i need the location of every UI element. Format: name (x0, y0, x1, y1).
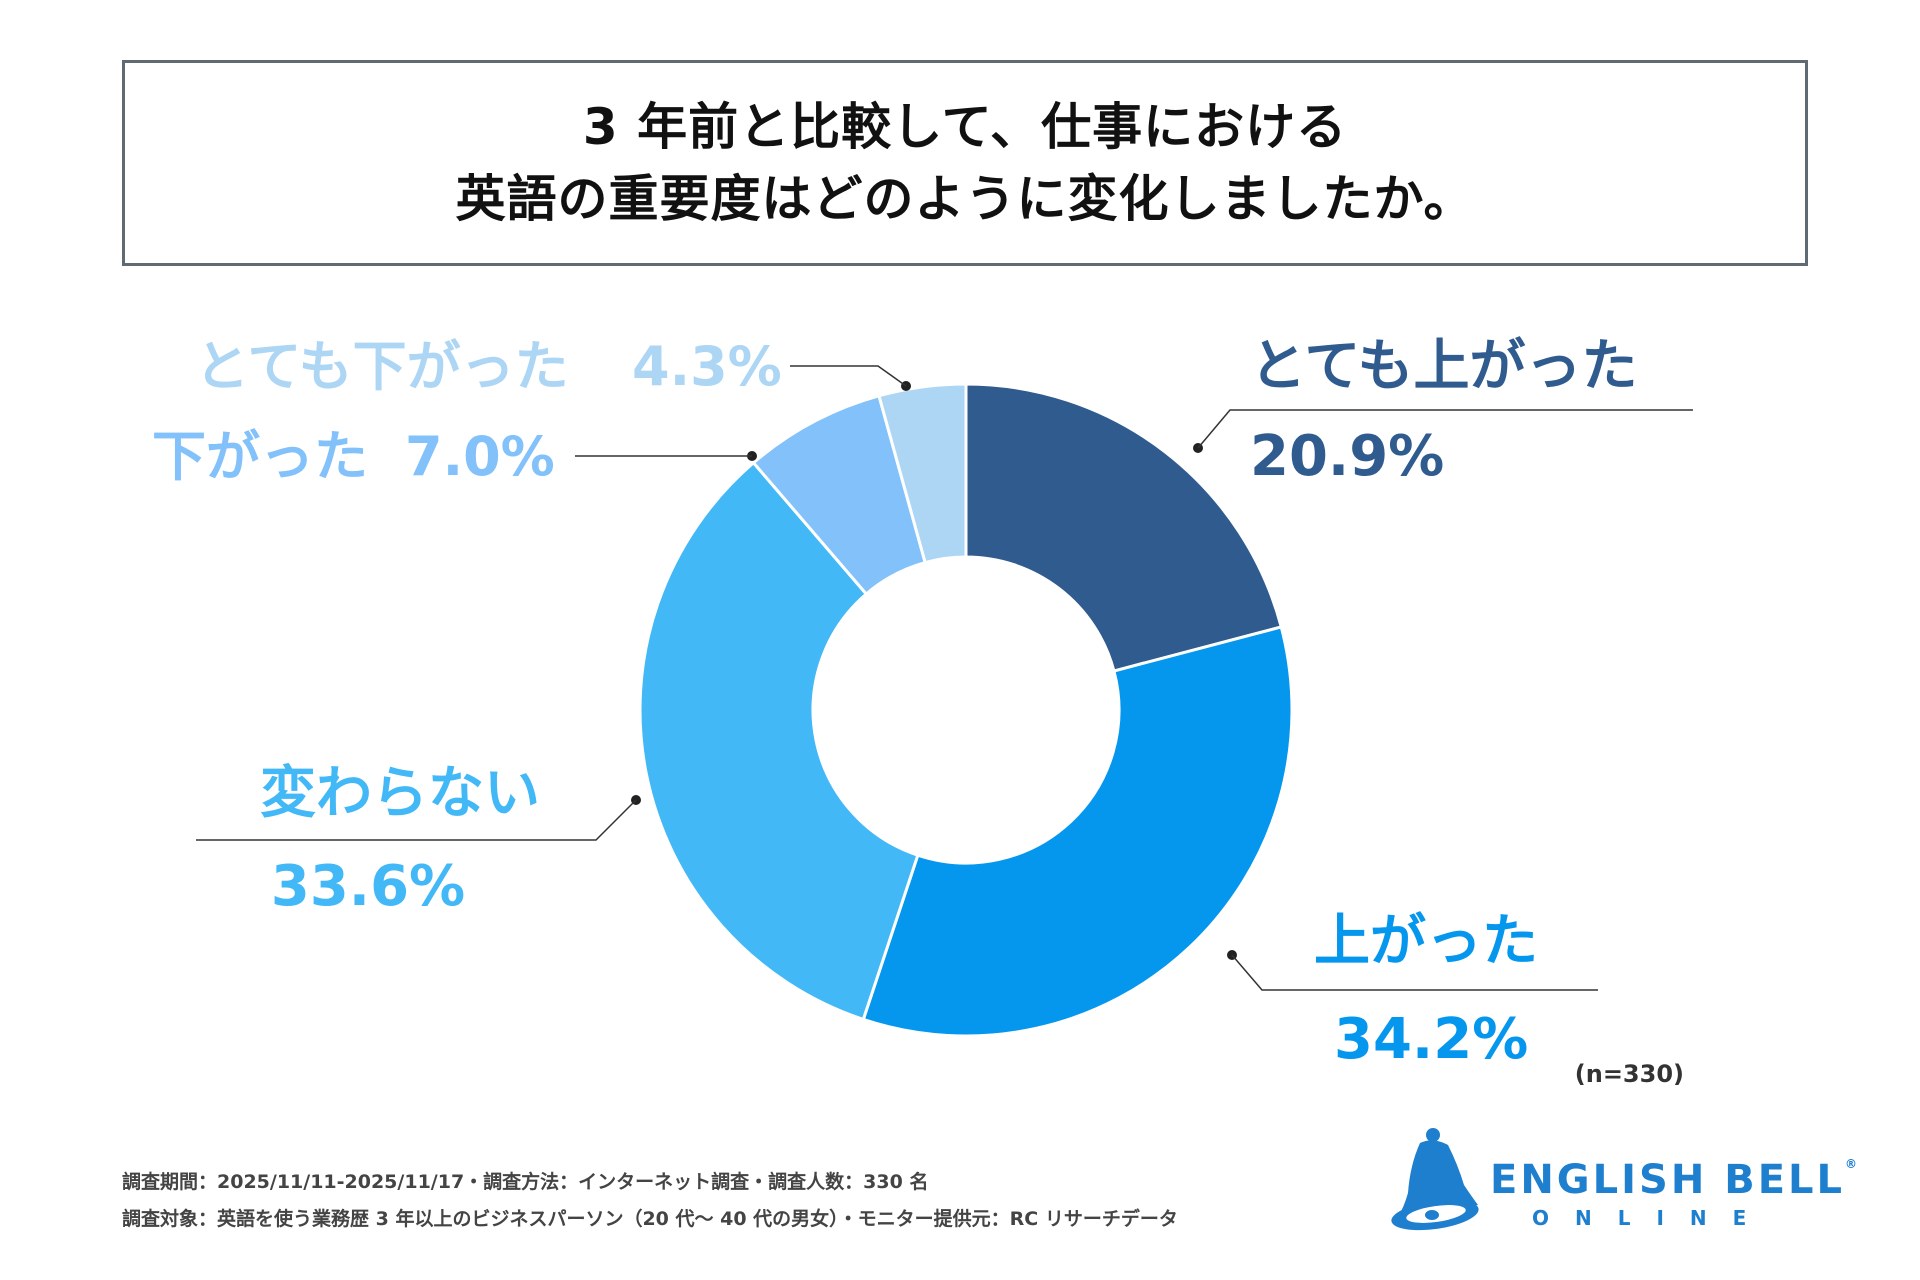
survey-target-note: 調査対象：英語を使う業務歴 3 年以上のビジネスパーソン（20 代～ 40 代の… (122, 1208, 1178, 1230)
slice-increased (861, 625, 1294, 1038)
logo-registered-mark: ® (1845, 1157, 1861, 1171)
chart-title-line-2: 英語の重要度はどのように変化しましたか。 (455, 170, 1475, 228)
callout-line-very-increased (1197, 409, 1693, 449)
callout-line-increased (1231, 954, 1598, 991)
slice-unchanged (638, 460, 920, 1022)
english-bell-logo: ENGLISH BELL® ONLINE (1380, 1125, 1857, 1235)
survey-period-note: 調査期間：2025/11/11-2025/11/17・調査方法：インターネット調… (122, 1171, 929, 1193)
value-label-very-decreased: 4.3% (632, 335, 782, 398)
slice-very-increased (964, 382, 1284, 673)
title-box: 3 年前と比較して、仕事における 英語の重要度はどのように変化しましたか。 (122, 60, 1808, 266)
label-unchanged: 変わらない (260, 761, 540, 826)
logo-wordmark: ENGLISH BELL® (1490, 1157, 1860, 1203)
label-increased: 上がった (1314, 909, 1538, 974)
bell-icon (1391, 1128, 1479, 1231)
value-label-very-increased: 20.9% (1250, 424, 1444, 489)
label-decreased: 下がった (152, 425, 368, 488)
callout-line-very-decreased (790, 365, 907, 387)
label-very-increased: とても上がった (1250, 334, 1638, 399)
value-label-unchanged: 33.6% (271, 854, 465, 919)
logo-subtitle: ONLINE (1532, 1206, 1773, 1230)
logo-name: ENGLISH BELL (1490, 1157, 1846, 1203)
chart-title-line-1: 3 年前と比較して、仕事における (582, 98, 1348, 156)
sample-size-note: (n=330) (1574, 1060, 1684, 1088)
value-label-increased: 34.2% (1334, 1007, 1528, 1072)
callout-line-unchanged (196, 799, 637, 841)
value-label-decreased: 7.0% (405, 425, 555, 488)
label-very-decreased: とても下がった (195, 335, 569, 398)
